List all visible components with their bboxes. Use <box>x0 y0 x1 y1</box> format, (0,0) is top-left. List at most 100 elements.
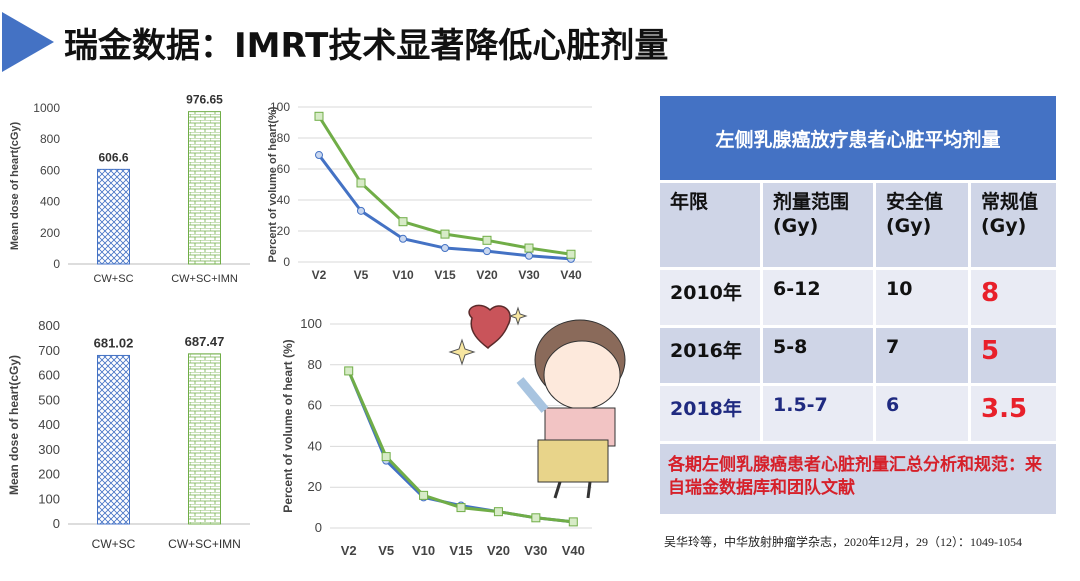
cell-year: 2010年 <box>660 270 760 325</box>
data-point <box>314 111 324 121</box>
cell-dose-range: 1.5-7 <box>763 386 873 441</box>
data-point <box>531 513 541 523</box>
y-tick-label: 1000 <box>33 101 60 115</box>
y-tick-label: 600 <box>40 163 60 177</box>
cell-dose-range: 5-8 <box>763 328 873 383</box>
bar <box>97 168 130 265</box>
x-tick-label: V40 <box>562 543 585 558</box>
bar <box>188 111 221 265</box>
cell-safe-value: 6 <box>876 386 968 441</box>
header-safe-value: 安全值 (Gy) <box>876 183 968 267</box>
data-point <box>493 507 503 517</box>
header-year: 年限 <box>660 183 760 267</box>
data-label: 976.65 <box>186 93 223 107</box>
page-title: 瑞金数据：IMRT技术显著降低心脏剂量 <box>64 26 669 66</box>
data-point <box>399 234 407 243</box>
table-row: 2016年 5-8 7 5 <box>660 328 1056 383</box>
y-axis-label: Percent of volume of heart(%) <box>267 106 279 262</box>
data-point <box>456 503 466 513</box>
y-tick-label: 300 <box>38 442 60 457</box>
x-tick-label: V5 <box>378 543 394 558</box>
y-tick-label: 0 <box>53 516 60 531</box>
cell-year: 2016年 <box>660 328 760 383</box>
series-line-cw-sc <box>317 154 572 261</box>
data-point <box>357 206 365 215</box>
data-point <box>356 178 366 188</box>
y-tick-label: 0 <box>283 255 290 269</box>
header-dose-range: 剂量范围 (Gy) <box>763 183 873 267</box>
x-tick-label: V20 <box>487 543 510 558</box>
y-tick-label: 400 <box>40 195 60 209</box>
data-point <box>525 251 533 260</box>
y-tick-label: 400 <box>38 417 60 432</box>
data-point <box>315 151 323 160</box>
cell-safe-value: 10 <box>876 270 968 325</box>
x-tick-label: V40 <box>560 268 582 282</box>
data-point <box>440 229 450 239</box>
bar <box>188 353 221 525</box>
x-tick-label: V15 <box>449 543 472 558</box>
y-tick-label: 100 <box>300 316 322 331</box>
x-tick-label: V5 <box>354 268 369 282</box>
x-tick-label: CW+SC <box>92 537 136 551</box>
data-point <box>344 366 354 376</box>
heart-icon <box>468 304 511 350</box>
y-tick-label: 100 <box>270 100 290 114</box>
y-tick-label: 80 <box>277 131 291 145</box>
y-tick-label: 600 <box>38 368 60 383</box>
sparkle-icon <box>508 306 528 326</box>
y-tick-label: 20 <box>277 224 291 238</box>
x-tick-label: V2 <box>341 543 357 558</box>
data-point <box>566 249 576 259</box>
x-tick-label: V30 <box>524 543 547 558</box>
y-tick-label: 200 <box>38 467 60 482</box>
bar <box>97 354 130 525</box>
citation: 吴华玲等，中华放射肿瘤学杂志，2020年12月，29（12）：1049-1054 <box>664 535 1022 549</box>
x-tick-label: CW+SC <box>93 273 133 285</box>
y-tick-label: 60 <box>277 162 291 176</box>
data-point <box>482 235 492 245</box>
x-tick-label: CW+SC+IMN <box>168 537 241 551</box>
x-tick-label: V15 <box>434 268 456 282</box>
y-tick-label: 700 <box>38 343 60 358</box>
data-point <box>398 217 408 227</box>
data-point <box>568 517 578 527</box>
cell-year: 2018年 <box>660 386 760 441</box>
table-row: 2018年 1.5-7 6 3.5 <box>660 386 1056 441</box>
data-point <box>441 244 449 253</box>
data-point <box>524 243 534 253</box>
y-tick-label: 800 <box>40 132 60 146</box>
table-title: 左侧乳腺癌放疗患者心脏平均剂量 <box>660 96 1056 180</box>
y-tick-label: 80 <box>308 357 322 372</box>
y-tick-label: 60 <box>308 398 322 413</box>
x-tick-label: V10 <box>392 268 414 282</box>
y-tick-label: 500 <box>38 392 60 407</box>
x-tick-label: V2 <box>312 268 327 282</box>
cell-normal-value: 3.5 <box>971 386 1056 441</box>
y-axis-label: Mean dose of heart(cGy) <box>7 355 21 495</box>
table-header-row: 年限 剂量范围 (Gy) 安全值 (Gy) 常规值 (Gy) <box>660 183 1056 267</box>
y-tick-label: 0 <box>53 257 60 271</box>
x-tick-label: V30 <box>518 268 540 282</box>
data-point <box>381 452 391 462</box>
header-normal-value: 常规值 (Gy) <box>971 183 1056 267</box>
cartoon-illustration <box>448 304 626 499</box>
cell-normal-value: 5 <box>971 328 1056 383</box>
y-tick-label: 200 <box>40 226 60 240</box>
data-point <box>483 247 491 256</box>
y-tick-label: 40 <box>308 438 322 453</box>
y-tick-label: 100 <box>38 491 60 506</box>
y-axis-label: Percent of volume of heart (%) <box>281 339 295 512</box>
table-footer-note: 各期左侧乳腺癌患者心脏剂量汇总分析和规范：来自瑞金数据库和团队文献 <box>660 444 1056 514</box>
table-row: 2010年 6-12 10 8 <box>660 270 1056 325</box>
x-tick-label: V10 <box>412 543 435 558</box>
cell-safe-value: 7 <box>876 328 968 383</box>
sparkle-icon <box>448 338 476 366</box>
data-point <box>419 490 429 500</box>
y-axis-label: Mean dose of heart(cGy) <box>9 121 21 250</box>
x-tick-label: V20 <box>476 268 498 282</box>
cell-normal-value: 8 <box>971 270 1056 325</box>
y-tick-label: 40 <box>277 193 291 207</box>
y-tick-label: 20 <box>308 479 322 494</box>
